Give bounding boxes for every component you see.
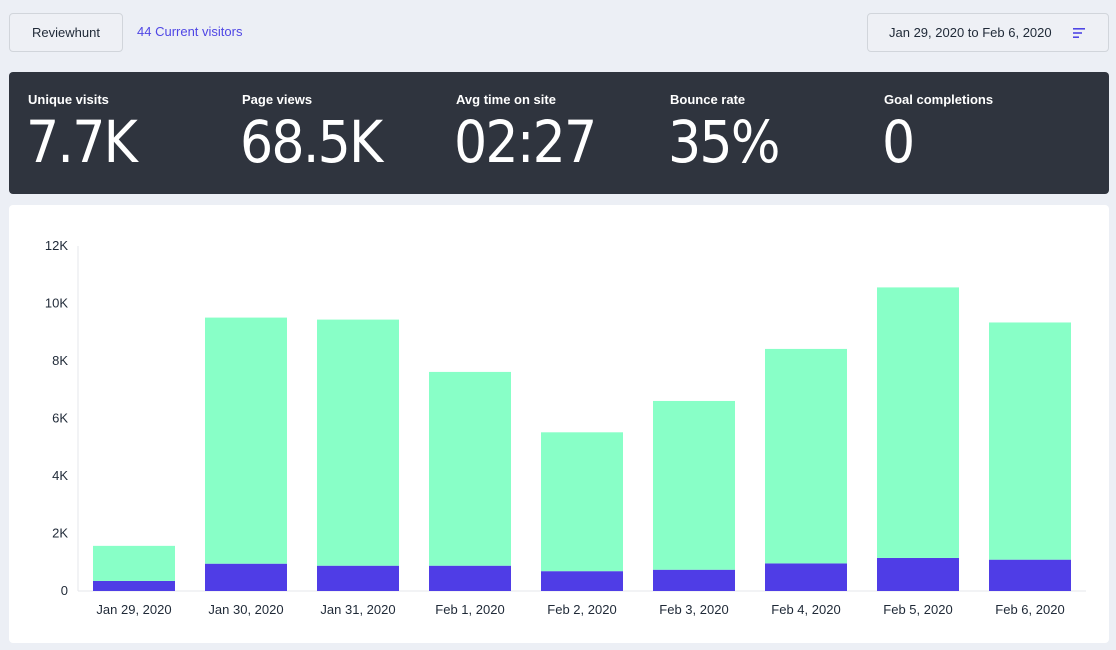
y-tick-label: 12K <box>45 238 68 253</box>
x-tick-label: Jan 31, 2020 <box>320 602 395 617</box>
stat-label: Goal completions <box>884 92 994 107</box>
bar-pageviews[interactable] <box>877 287 959 558</box>
x-tick-label: Feb 3, 2020 <box>659 602 728 617</box>
stat-label: Bounce rate <box>670 92 746 107</box>
bar-unique[interactable] <box>541 571 623 591</box>
bar-unique[interactable] <box>989 559 1071 591</box>
stat-value: 7.7K <box>26 108 138 176</box>
x-tick-label: Feb 2, 2020 <box>547 602 616 617</box>
y-tick-label: 6K <box>52 411 68 426</box>
bar-pageviews[interactable] <box>989 322 1071 560</box>
date-range-button[interactable]: Jan 29, 2020 to Feb 6, 2020 <box>867 13 1109 52</box>
stat-label: Avg time on site <box>456 92 556 107</box>
site-selector-button[interactable]: Reviewhunt <box>9 13 123 52</box>
stat-label: Unique visits <box>28 92 109 107</box>
stat-value: 68.5K <box>240 108 383 176</box>
bar-pageviews[interactable] <box>653 400 735 570</box>
x-tick-label: Jan 29, 2020 <box>96 602 171 617</box>
bar-unique[interactable] <box>429 565 511 591</box>
current-visitors-link[interactable]: 44 Current visitors <box>137 24 243 39</box>
site-name: Reviewhunt <box>32 25 100 40</box>
x-tick-label: Feb 5, 2020 <box>883 602 952 617</box>
bar-pageviews[interactable] <box>317 319 399 566</box>
bar-pageviews[interactable] <box>205 317 287 564</box>
bar-unique[interactable] <box>317 565 399 591</box>
bar-unique[interactable] <box>93 580 175 591</box>
stat-label: Page views <box>242 92 313 107</box>
bar-pageviews[interactable] <box>93 545 175 581</box>
menu-lines-icon <box>1073 28 1085 38</box>
stat-value: 02:27 <box>454 108 597 176</box>
top-stats-panel: Unique visits 7.7K Page views 68.5K Avg … <box>9 72 1109 194</box>
date-range-label: Jan 29, 2020 to Feb 6, 2020 <box>889 25 1052 40</box>
bar-unique[interactable] <box>205 563 287 591</box>
x-tick-label: Jan 30, 2020 <box>208 602 283 617</box>
stat-value: 0 <box>882 108 915 176</box>
y-tick-label: 4K <box>52 468 68 483</box>
x-tick-label: Feb 6, 2020 <box>995 602 1064 617</box>
y-tick-label: 10K <box>45 296 68 311</box>
y-tick-label: 8K <box>52 353 68 368</box>
y-tick-label: 2K <box>52 526 68 541</box>
chart-card: 0 2K 4K 6K 8K 10K 12K Jan 29, 2020 Jan 30, 2020 J… <box>9 205 1109 643</box>
bar-unique[interactable] <box>765 563 847 591</box>
bar-unique[interactable] <box>653 569 735 591</box>
bar-pageviews[interactable] <box>765 348 847 564</box>
visitors-bar-chart: 0 2K 4K 6K 8K 10K 12K Jan 29, 2020 Jan 30, 2020 J… <box>45 238 1086 617</box>
x-tick-label: Feb 1, 2020 <box>435 602 504 617</box>
y-tick-label: 0 <box>61 583 68 598</box>
x-tick-label: Feb 4, 2020 <box>771 602 840 617</box>
bar-unique[interactable] <box>877 557 959 591</box>
stat-value: 35% <box>668 108 780 176</box>
bar-pageviews[interactable] <box>541 432 623 572</box>
bar-pageviews[interactable] <box>429 371 511 566</box>
